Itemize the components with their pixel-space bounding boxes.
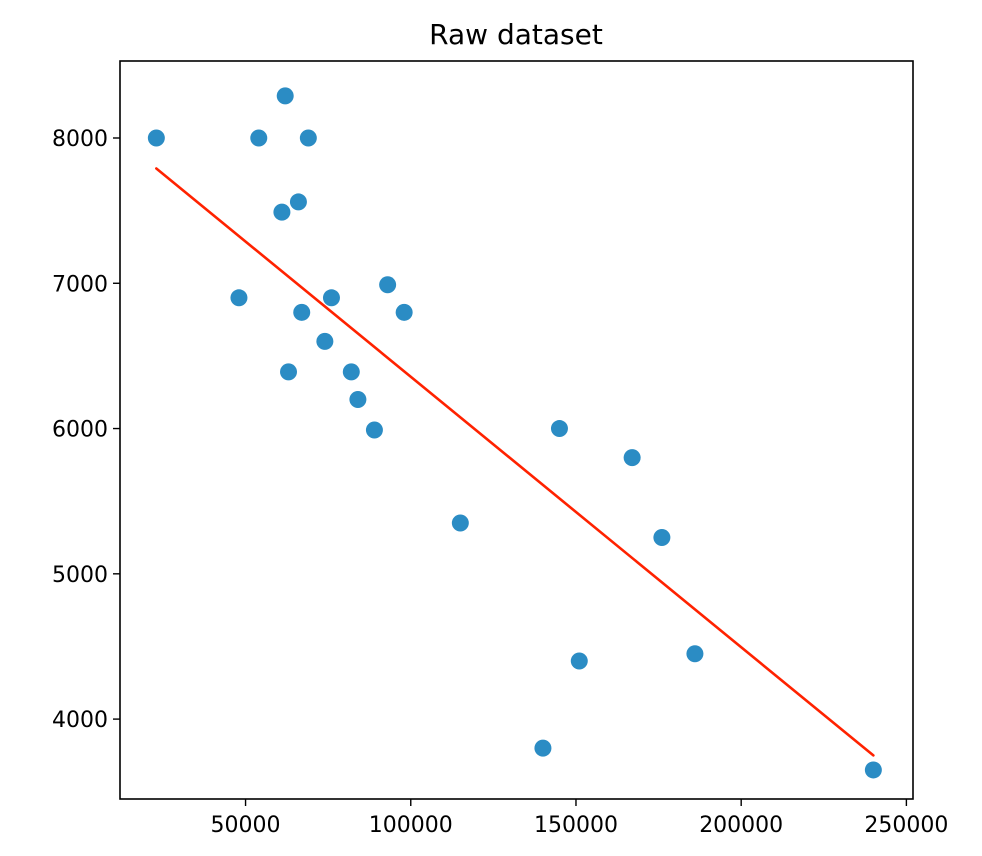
y-axis-tick-label: 4000 (52, 708, 108, 733)
scatter-point (686, 645, 704, 663)
scatter-point (293, 303, 311, 321)
scatter-point (250, 129, 268, 147)
y-axis: 4000 5000 6000 7000 8000 (52, 127, 120, 733)
x-axis-tick-label: 150000 (534, 813, 618, 838)
regression-line-layer (155, 167, 875, 757)
y-axis-tick-label: 8000 (52, 127, 108, 152)
scatter-point (653, 529, 671, 547)
scatter-point (342, 363, 360, 381)
scatter-point (349, 390, 367, 408)
scatter-point (534, 739, 552, 757)
scatter-point (365, 421, 383, 439)
scatter-point (276, 87, 294, 105)
scatter-point (299, 129, 317, 147)
scatter-point (864, 761, 882, 779)
scatter-point (273, 203, 291, 221)
scatter-points-layer (147, 87, 882, 779)
regression-line (155, 167, 875, 757)
axes-frame (119, 60, 914, 800)
scatter-point (230, 289, 248, 307)
x-axis-tick-label: 50000 (211, 813, 281, 838)
scatter-point (280, 363, 298, 381)
chart-title: Raw dataset (429, 18, 603, 51)
plot-area: 50000 100000 150000 200000 250000 4000 5000 60… (52, 60, 948, 838)
x-axis-tick-label: 250000 (864, 813, 948, 838)
scatter-point (379, 276, 397, 294)
scatter-point (316, 332, 334, 350)
scatter-point (570, 652, 588, 670)
y-axis-tick-label: 6000 (52, 418, 108, 443)
scatter-point (550, 420, 568, 438)
y-axis-tick-label: 7000 (52, 272, 108, 297)
x-axis-tick-label: 100000 (369, 813, 453, 838)
scatter-point (322, 289, 340, 307)
scatter-point (395, 303, 413, 321)
scatter-point (623, 449, 641, 467)
x-axis: 50000 100000 150000 200000 250000 (211, 799, 948, 838)
scatter-point (147, 129, 165, 147)
scatter-point (451, 514, 469, 532)
y-axis-tick-label: 5000 (52, 563, 108, 588)
x-axis-tick-label: 200000 (699, 813, 783, 838)
scatter-point (289, 193, 307, 211)
